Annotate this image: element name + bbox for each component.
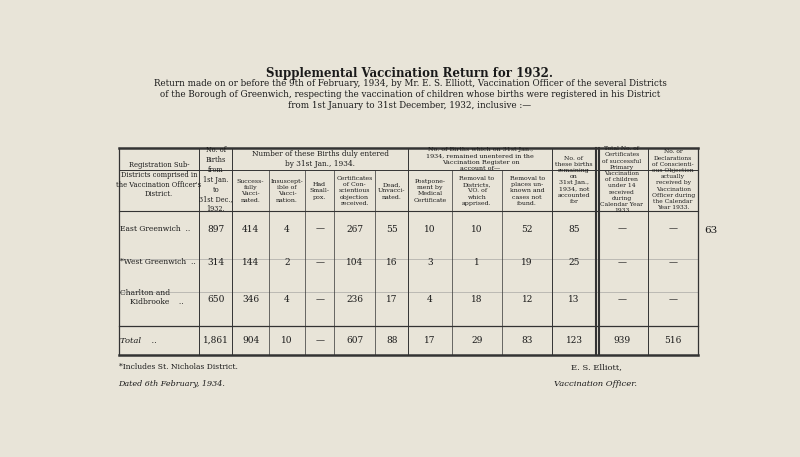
- Text: Dated 6th February, 1934.: Dated 6th February, 1934.: [118, 380, 226, 388]
- Text: Postpone-
ment by
Medical
Certificate: Postpone- ment by Medical Certificate: [414, 179, 446, 202]
- Text: —: —: [669, 295, 678, 304]
- Text: Insuscept-
ible of
Vacci-
nation.: Insuscept- ible of Vacci- nation.: [270, 179, 303, 202]
- Text: 144: 144: [242, 258, 259, 267]
- Text: Removal to
places un-
known and
cases not
found.: Removal to places un- known and cases no…: [510, 176, 545, 206]
- Text: Charlton and: Charlton and: [121, 289, 170, 297]
- Text: 1: 1: [474, 258, 480, 267]
- Text: No. or
Declarations
of Conscienti-
ous Objection
actually
received by
Vaccinatio: No. or Declarations of Conscienti- ous O…: [651, 149, 694, 210]
- Text: *Includes St. Nicholas District.: *Includes St. Nicholas District.: [118, 363, 238, 371]
- Text: 904: 904: [242, 336, 259, 345]
- Text: Removal to
Districts,
V.O. of
which
apprised.: Removal to Districts, V.O. of which appr…: [459, 176, 494, 206]
- Text: 897: 897: [207, 224, 224, 234]
- Text: 12: 12: [522, 295, 533, 304]
- Text: 267: 267: [346, 224, 363, 234]
- Text: —: —: [669, 224, 678, 234]
- Text: Number of these Births duly entered
by 31st Jan., 1934.: Number of these Births duly entered by 3…: [252, 150, 389, 168]
- Text: 88: 88: [386, 336, 398, 345]
- Text: 4: 4: [284, 295, 290, 304]
- Text: Success-
fully
Vacci-
nated.: Success- fully Vacci- nated.: [237, 179, 264, 202]
- Text: No. of Births which on 31st Jan.,
1934, remained unentered in the
Vaccination Re: No. of Births which on 31st Jan., 1934, …: [426, 147, 534, 171]
- Text: 104: 104: [346, 258, 363, 267]
- Text: 4: 4: [427, 295, 433, 304]
- Text: —: —: [618, 295, 626, 304]
- Text: —: —: [669, 258, 678, 267]
- Text: 939: 939: [614, 336, 630, 345]
- Text: 236: 236: [346, 295, 363, 304]
- Text: *West Greenwich  ..: *West Greenwich ..: [121, 259, 196, 266]
- Text: 18: 18: [471, 295, 482, 304]
- Text: 3: 3: [427, 258, 433, 267]
- Text: 13: 13: [568, 295, 580, 304]
- Text: 123: 123: [566, 336, 582, 345]
- Text: 17: 17: [424, 336, 436, 345]
- Text: 346: 346: [242, 295, 259, 304]
- Text: 10: 10: [471, 224, 482, 234]
- Text: 83: 83: [522, 336, 533, 345]
- Text: Kidbrooke    ..: Kidbrooke ..: [130, 298, 183, 306]
- Text: —: —: [618, 258, 626, 267]
- Text: —: —: [315, 258, 324, 267]
- Text: 29: 29: [471, 336, 482, 345]
- Text: 414: 414: [242, 224, 259, 234]
- Text: Registration Sub-
Districts comprised in
the Vaccination Officer's
District.: Registration Sub- Districts comprised in…: [116, 161, 202, 198]
- Text: Certificates
of Con-
scientious
objection
received.: Certificates of Con- scientious objectio…: [337, 176, 373, 206]
- Text: E. S. Elliott,: E. S. Elliott,: [570, 363, 622, 371]
- Text: 607: 607: [346, 336, 363, 345]
- Text: Dead,
Unvacci-
nated.: Dead, Unvacci- nated.: [378, 182, 406, 200]
- Text: 4: 4: [284, 224, 290, 234]
- Text: from 1st January to 31st December, 1932, inclusive :—: from 1st January to 31st December, 1932,…: [289, 101, 531, 110]
- Text: 314: 314: [207, 258, 224, 267]
- Text: Return made on or before the 9th of February, 1934, by Mr. E. S. Elliott, Vaccin: Return made on or before the 9th of Febr…: [154, 80, 666, 89]
- Text: East Greenwich  ..: East Greenwich ..: [121, 225, 190, 233]
- Text: 650: 650: [207, 295, 224, 304]
- Text: —: —: [618, 224, 626, 234]
- Text: No. of
Births
from
1st Jan.
to
31st Dec.,
1932.: No. of Births from 1st Jan. to 31st Dec.…: [199, 146, 233, 213]
- Text: of the Borough of Greenwich, respecting the vaccination of children whose births: of the Borough of Greenwich, respecting …: [160, 90, 660, 99]
- Text: —: —: [315, 336, 324, 345]
- Text: 10: 10: [424, 224, 436, 234]
- Text: 16: 16: [386, 258, 398, 267]
- Text: 17: 17: [386, 295, 398, 304]
- Text: 63: 63: [704, 226, 718, 235]
- Text: No. of
these births
remaining
on
31st Jan.,
1934, not
accounted
for: No. of these births remaining on 31st Ja…: [555, 155, 593, 204]
- Text: Total    ..: Total ..: [121, 336, 158, 345]
- Text: Had
Small-
pox.: Had Small- pox.: [310, 182, 330, 200]
- Text: 2: 2: [284, 258, 290, 267]
- Text: 1,861: 1,861: [202, 336, 229, 345]
- Text: —: —: [315, 224, 324, 234]
- Text: Supplemental Vaccination Return for 1932.: Supplemental Vaccination Return for 1932…: [266, 67, 554, 80]
- Text: 516: 516: [665, 336, 682, 345]
- Text: Total No. of
Certificates
of successful
Primary
Vaccination
of children
under 14: Total No. of Certificates of successful …: [600, 146, 643, 213]
- Text: 85: 85: [568, 224, 580, 234]
- Text: 52: 52: [522, 224, 533, 234]
- Text: 25: 25: [568, 258, 580, 267]
- Text: 55: 55: [386, 224, 398, 234]
- Text: Vaccination Officer.: Vaccination Officer.: [554, 380, 638, 388]
- Text: —: —: [315, 295, 324, 304]
- Text: 10: 10: [281, 336, 293, 345]
- Text: 19: 19: [522, 258, 533, 267]
